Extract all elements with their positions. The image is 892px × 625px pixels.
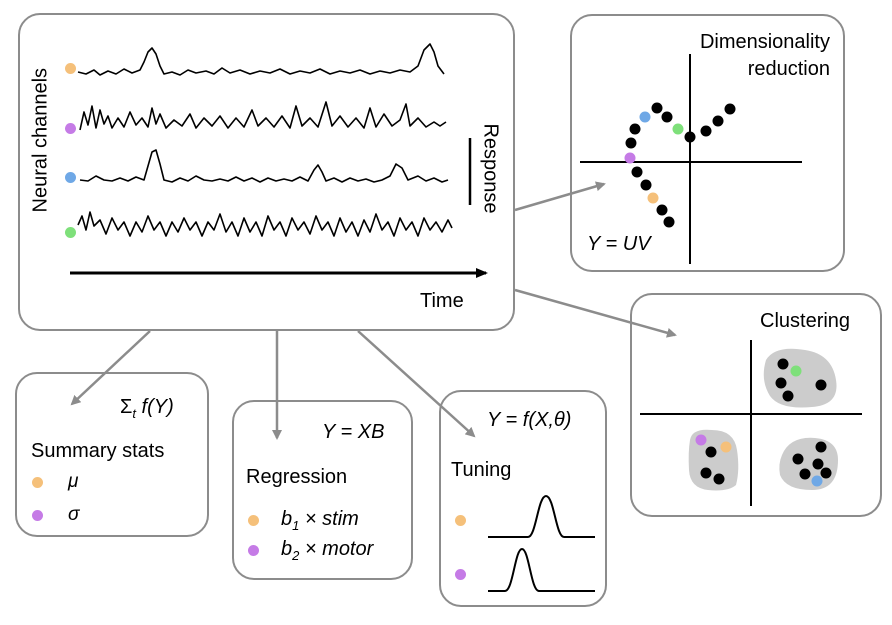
dimred-equation: Y = UV: [587, 233, 651, 255]
cluster-bottom-right: [779, 437, 838, 490]
dimred-title-line2: reduction: [747, 58, 830, 80]
dimred-title-line1: Dimensionality: [699, 31, 830, 53]
regression-panel: [232, 400, 413, 580]
summary-title: Summary stats: [31, 440, 165, 462]
arrow-to-dimred: [514, 181, 606, 212]
tuning-panel: [439, 390, 607, 607]
trace-channel-1: [77, 43, 445, 76]
tuning-curve-1-dot: [455, 515, 466, 526]
tuning-curve-1: [488, 494, 595, 538]
summary-sigma: Σ: [120, 396, 133, 418]
tuning-title: Tuning: [451, 459, 512, 481]
summary-mu-dot: [32, 477, 43, 488]
channel-1-dot: [65, 63, 76, 74]
neural-data-panel: [18, 13, 515, 331]
dimred-scatter: [624, 102, 736, 228]
cluster-bottom-left: [688, 429, 739, 491]
trace-channel-3: [79, 149, 449, 183]
regression-title: Regression: [246, 466, 348, 488]
cluster-top-right: [763, 348, 837, 408]
regression-equation: Y = XB: [322, 421, 385, 443]
tuning-curve-2: [488, 547, 595, 592]
tuning-curve-2-dot: [455, 569, 466, 580]
regression-stim: × stim: [299, 508, 359, 530]
summary-stats-panel: [15, 372, 209, 537]
channel-3-dot: [65, 172, 76, 183]
arrow-to-summary: [70, 330, 151, 406]
arrow-to-clustering: [514, 288, 677, 338]
regression-b2-sub: 2: [292, 548, 300, 563]
summary-mu-symbol: μ: [68, 471, 79, 492]
regression-motor-dot: [248, 545, 259, 556]
summary-sigma-dot: [32, 510, 43, 521]
regression-b1: b: [281, 508, 293, 530]
dimensionality-reduction-panel: [570, 14, 845, 272]
arrow-to-tuning: [357, 330, 476, 438]
channel-2-dot: [65, 123, 76, 134]
clustering-title: Clustering: [760, 310, 851, 332]
regression-b2: b: [281, 538, 293, 560]
summary-sigma-sub: t: [132, 406, 136, 421]
regression-motor: × motor: [299, 538, 374, 560]
summary-equation: Σt f(Y): [120, 396, 174, 421]
regression-stim-term: b1 × stim: [281, 508, 359, 533]
time-axis-label: Time: [420, 290, 464, 312]
regression-stim-dot: [248, 515, 259, 526]
trace-channel-2: [79, 101, 447, 131]
regression-motor-term: b2 × motor: [281, 538, 373, 563]
summary-sigma-symbol: σ: [68, 504, 80, 525]
trace-channel-4: [77, 211, 453, 237]
regression-b1-sub: 1: [292, 518, 300, 533]
summary-function: f(Y): [136, 396, 174, 418]
channel-4-dot: [65, 227, 76, 238]
tuning-equation: Y = f(X,θ): [487, 409, 572, 431]
